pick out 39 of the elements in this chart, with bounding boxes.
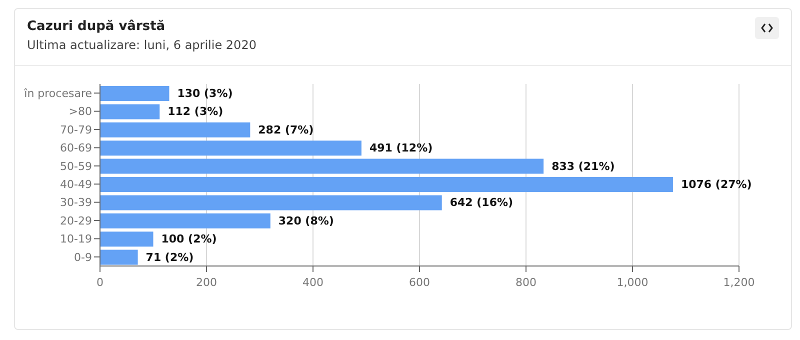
x-tick-label: 200 (196, 276, 217, 289)
data-label: 1076 (27%) (680, 178, 752, 191)
chart-subtitle: Ultima actualizare: luni, 6 aprilie 2020 (27, 38, 258, 52)
bar (100, 232, 154, 247)
data-label: 71 (2%) (146, 250, 194, 264)
data-label: 130 (3%) (177, 87, 233, 100)
data-label: 833 (21%) (552, 160, 615, 173)
y-tick-label: 50-59 (60, 160, 92, 173)
y-tick-label: >80 (68, 105, 92, 118)
bar (100, 177, 673, 192)
x-tick-label: 1,200 (723, 276, 755, 289)
y-tick-label: 70-79 (60, 123, 92, 136)
y-tick-label: 40-49 (60, 178, 92, 192)
data-label: 642 (16%) (450, 196, 514, 210)
bar (100, 122, 250, 138)
x-tick-label: 400 (302, 276, 324, 289)
y-tick-label: în procesare (23, 87, 92, 100)
y-tick-label: 0-9 (74, 250, 92, 264)
y-tick-label: 30-39 (60, 196, 92, 210)
bar (100, 213, 270, 228)
bar (100, 104, 160, 120)
bar (100, 195, 442, 210)
y-tick-label: 20-29 (60, 214, 92, 228)
bar (100, 140, 362, 156)
x-tick-label: 1,000 (616, 276, 648, 289)
chart-title: Cazuri după vârstă (27, 19, 166, 34)
y-tick-label: 60-69 (60, 142, 92, 155)
x-tick-label: 800 (516, 276, 536, 289)
bar (100, 250, 138, 265)
x-tick-label: 0 (96, 276, 104, 289)
bar (100, 86, 170, 101)
data-label: 491 (12%) (369, 142, 433, 155)
data-label: 100 (2%) (161, 232, 217, 246)
data-label: 320 (8%) (278, 214, 334, 228)
data-label: 112 (3%) (168, 105, 224, 118)
x-tick-label: 600 (409, 276, 430, 289)
y-tick-label: 10-19 (60, 232, 92, 246)
bar (100, 158, 544, 174)
data-label: 282 (7%) (258, 123, 314, 136)
